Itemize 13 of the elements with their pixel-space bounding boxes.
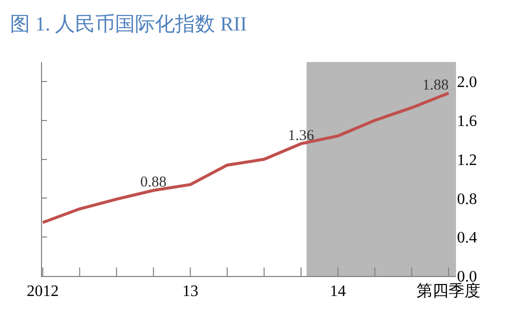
line-series [42,92,450,224]
y-tick-label: 2.0 [457,74,477,92]
data-label: 0.88 [140,174,167,191]
chart-title: 图 1. 人民币国际化指数 RII [10,14,247,36]
x-tick-label: 2012 [26,283,59,300]
data-label: 1.36 [288,128,315,144]
y-tick-label: 0.8 [457,190,477,208]
y-tick-label: 1.6 [457,112,477,130]
x-tick-label: 14 [330,283,346,300]
y-tick-label: 1.2 [457,152,477,169]
y-tick-label: 0.4 [457,230,477,247]
x-tick-label: 13 [182,283,198,300]
data-label: 1.88 [422,77,449,94]
